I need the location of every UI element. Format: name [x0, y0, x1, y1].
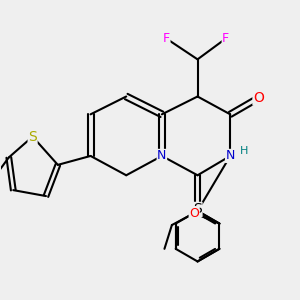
Text: H: H	[239, 146, 248, 156]
Text: S: S	[193, 202, 202, 216]
Text: O: O	[189, 207, 199, 220]
Text: S: S	[28, 130, 37, 144]
Text: N: N	[157, 149, 167, 162]
Text: O: O	[253, 91, 264, 105]
Text: N: N	[226, 149, 235, 162]
Text: F: F	[163, 32, 170, 45]
Text: F: F	[222, 32, 230, 45]
